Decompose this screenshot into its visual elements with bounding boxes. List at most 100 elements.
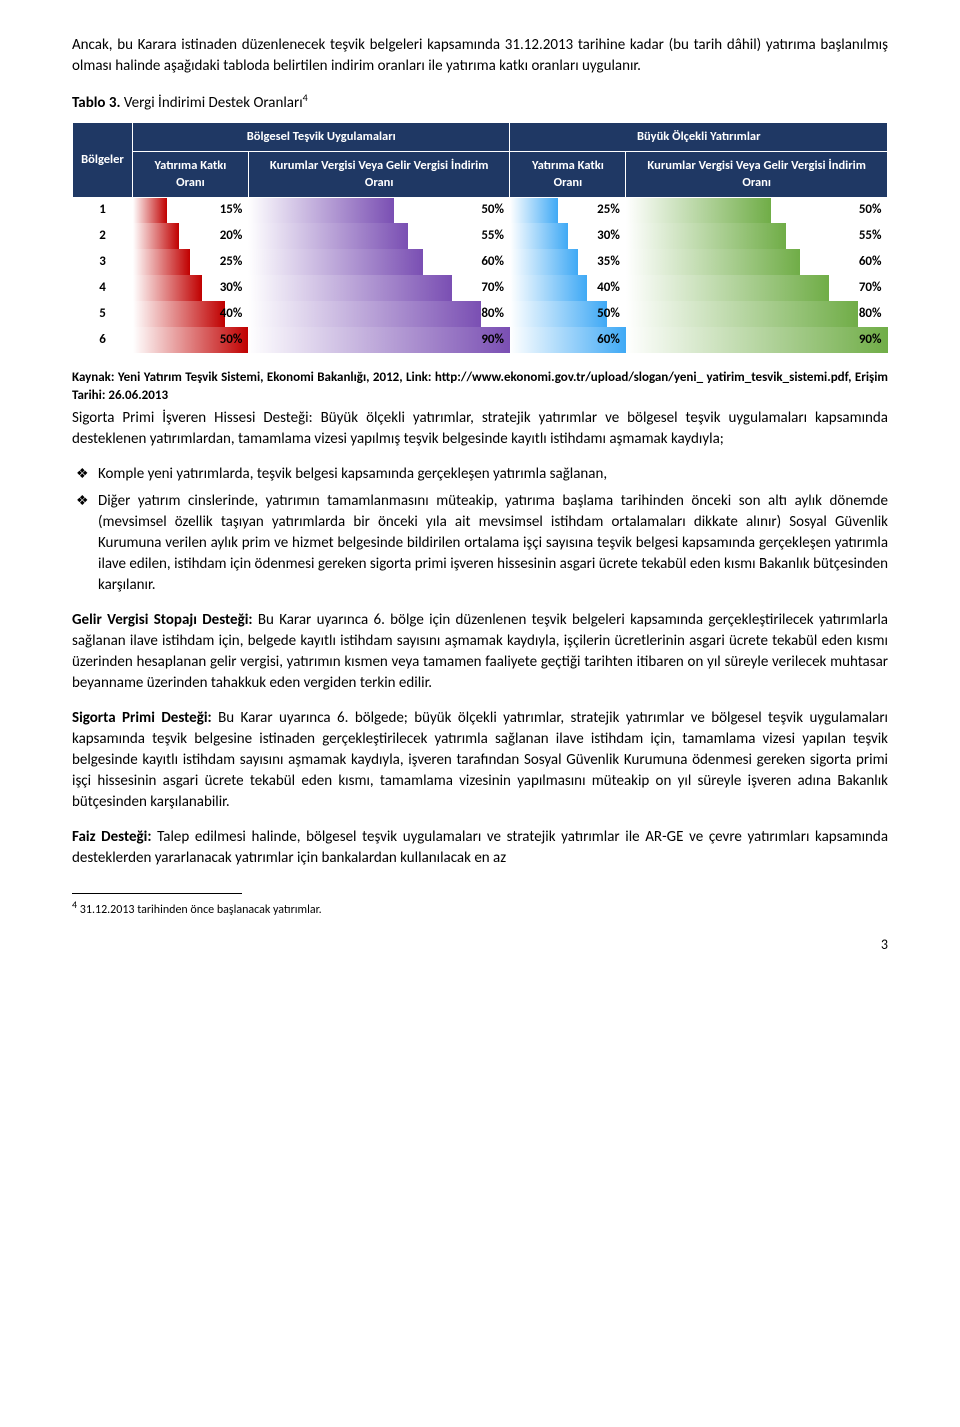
bar-fill [626, 249, 800, 275]
bar-cell: 60% [510, 327, 626, 353]
footnote: 4 31.12.2013 tarihinden önce başlanacak … [72, 898, 888, 919]
bar-cell: 90% [248, 327, 510, 353]
sigorta-primi-paragraph: Sigorta Primi Desteği: Bu Karar uyarınca… [72, 708, 888, 813]
bar-cell: 55% [248, 223, 510, 249]
table-caption-title: Vergi İndirimi Destek Oranları [124, 94, 303, 112]
bar-value-label: 30% [220, 275, 243, 301]
region-cell: 6 [73, 327, 133, 353]
bar-fill [248, 249, 422, 275]
bar-value-label: 40% [220, 301, 243, 327]
bar-fill [133, 301, 226, 327]
bar-value-label: 80% [481, 301, 504, 327]
bar-fill [510, 301, 607, 327]
bar-fill [510, 198, 558, 224]
th-sub-1: Yatırıma Katkı Oranı [133, 151, 249, 197]
bar-value-label: 25% [220, 249, 243, 275]
bar-cell: 30% [133, 275, 249, 301]
bar-value-label: 50% [859, 198, 882, 224]
bar-cell: 80% [248, 301, 510, 327]
bar-fill [626, 198, 771, 224]
table-caption-label: Tablo 3. [72, 94, 121, 112]
bar-fill [626, 275, 830, 301]
bar-cell: 50% [626, 197, 888, 223]
bar-value-label: 50% [481, 198, 504, 224]
region-cell: 3 [73, 249, 133, 275]
bar-value-label: 30% [597, 223, 620, 249]
list-item: Komple yeni yatırımlarda, teşvik belgesi… [72, 464, 888, 485]
bar-cell: 70% [248, 275, 510, 301]
bar-cell: 80% [626, 301, 888, 327]
bar-cell: 50% [133, 327, 249, 353]
footnote-separator [72, 893, 242, 894]
bar-fill [626, 327, 888, 353]
region-cell: 2 [73, 223, 133, 249]
bar-value-label: 55% [859, 223, 882, 249]
bar-cell: 50% [510, 301, 626, 327]
bar-value-label: 55% [481, 223, 504, 249]
bar-value-label: 80% [859, 301, 882, 327]
th-sub-2: Kurumlar Vergisi Veya Gelir Vergisi İndi… [248, 151, 510, 197]
bar-value-label: 15% [220, 198, 243, 224]
table-caption: Tablo 3. Vergi İndirimi Destek Oranları4 [72, 91, 888, 114]
bar-cell: 55% [626, 223, 888, 249]
th-sub-4: Kurumlar Vergisi Veya Gelir Vergisi İndi… [626, 151, 888, 197]
bar-value-label: 60% [481, 249, 504, 275]
bar-value-label: 90% [859, 327, 882, 353]
bar-value-label: 60% [597, 327, 620, 353]
gelir-title: Gelir Vergisi Stopajı Desteği: [72, 611, 258, 629]
bar-value-label: 70% [859, 275, 882, 301]
gelir-vergisi-paragraph: Gelir Vergisi Stopajı Desteği: Bu Karar … [72, 610, 888, 694]
sigorta-intro: Sigorta Primi İşveren Hissesi Desteği: B… [72, 408, 888, 450]
bar-value-label: 25% [597, 198, 620, 224]
bar-value-label: 20% [220, 223, 243, 249]
bar-cell: 30% [510, 223, 626, 249]
bar-fill [133, 198, 168, 224]
bar-cell: 40% [133, 301, 249, 327]
sigorta-primi-title: Sigorta Primi Desteği: [72, 709, 218, 727]
faiz-title: Faiz Desteği: [72, 828, 157, 846]
th-group-large: Büyük Ölçekli Yatırımlar [510, 123, 888, 152]
bar-cell: 60% [248, 249, 510, 275]
bar-fill [626, 301, 859, 327]
bar-value-label: 60% [859, 249, 882, 275]
bar-value-label: 50% [220, 327, 243, 353]
bar-fill [510, 275, 587, 301]
intro-paragraph: Ancak, bu Karara istinaden düzenlenecek … [72, 35, 888, 77]
bar-cell: 70% [626, 275, 888, 301]
bar-cell: 90% [626, 327, 888, 353]
table-row: 2 20% 55% 30% 55% [73, 223, 888, 249]
bar-cell: 50% [248, 197, 510, 223]
th-group-regional: Bölgesel Teşvik Uygulamaları [133, 123, 510, 152]
table-row: 115%50%25%50% [73, 197, 888, 223]
bar-cell: 35% [510, 249, 626, 275]
bar-value-label: 35% [597, 249, 620, 275]
page-number: 3 [72, 935, 888, 955]
list-item: Diğer yatırım cinslerinde, yatırımın tam… [72, 491, 888, 596]
bar-fill [248, 275, 451, 301]
table-row: 5 40% 80% 50% 80% [73, 301, 888, 327]
bar-fill [510, 249, 578, 275]
region-cell: 4 [73, 275, 133, 301]
faiz-body: Talep edilmesi halinde, bölgesel teşvik … [72, 828, 888, 867]
bar-cell: 25% [510, 197, 626, 223]
th-regions: Bölgeler [73, 123, 133, 198]
bar-value-label: 70% [481, 275, 504, 301]
footnote-text: 31.12.2013 tarihinden önce başlanacak ya… [77, 903, 322, 917]
table-row: 3 25% 60% 35% 60% [73, 249, 888, 275]
table-caption-footnote-ref: 4 [303, 91, 308, 104]
bar-fill [248, 327, 510, 353]
faiz-paragraph: Faiz Desteği: Talep edilmesi halinde, bö… [72, 827, 888, 869]
bar-value-label: 50% [597, 301, 620, 327]
bar-cell: 25% [133, 249, 249, 275]
th-sub-3: Yatırıma Katkı Oranı [510, 151, 626, 197]
table-row: 4 30% 70% 40% 70% [73, 275, 888, 301]
region-cell: 5 [73, 301, 133, 327]
source-note: Kaynak: Yeni Yatırım Teşvik Sistemi, Eko… [72, 369, 888, 404]
bar-value-label: 40% [597, 275, 620, 301]
bar-cell: 15% [133, 197, 249, 223]
table-row: 650%90%60%90% [73, 327, 888, 353]
tax-reduction-table: Bölgeler Bölgesel Teşvik Uygulamaları Bü… [72, 122, 888, 353]
bar-fill [248, 301, 481, 327]
bar-fill [626, 223, 786, 249]
bar-cell: 60% [626, 249, 888, 275]
